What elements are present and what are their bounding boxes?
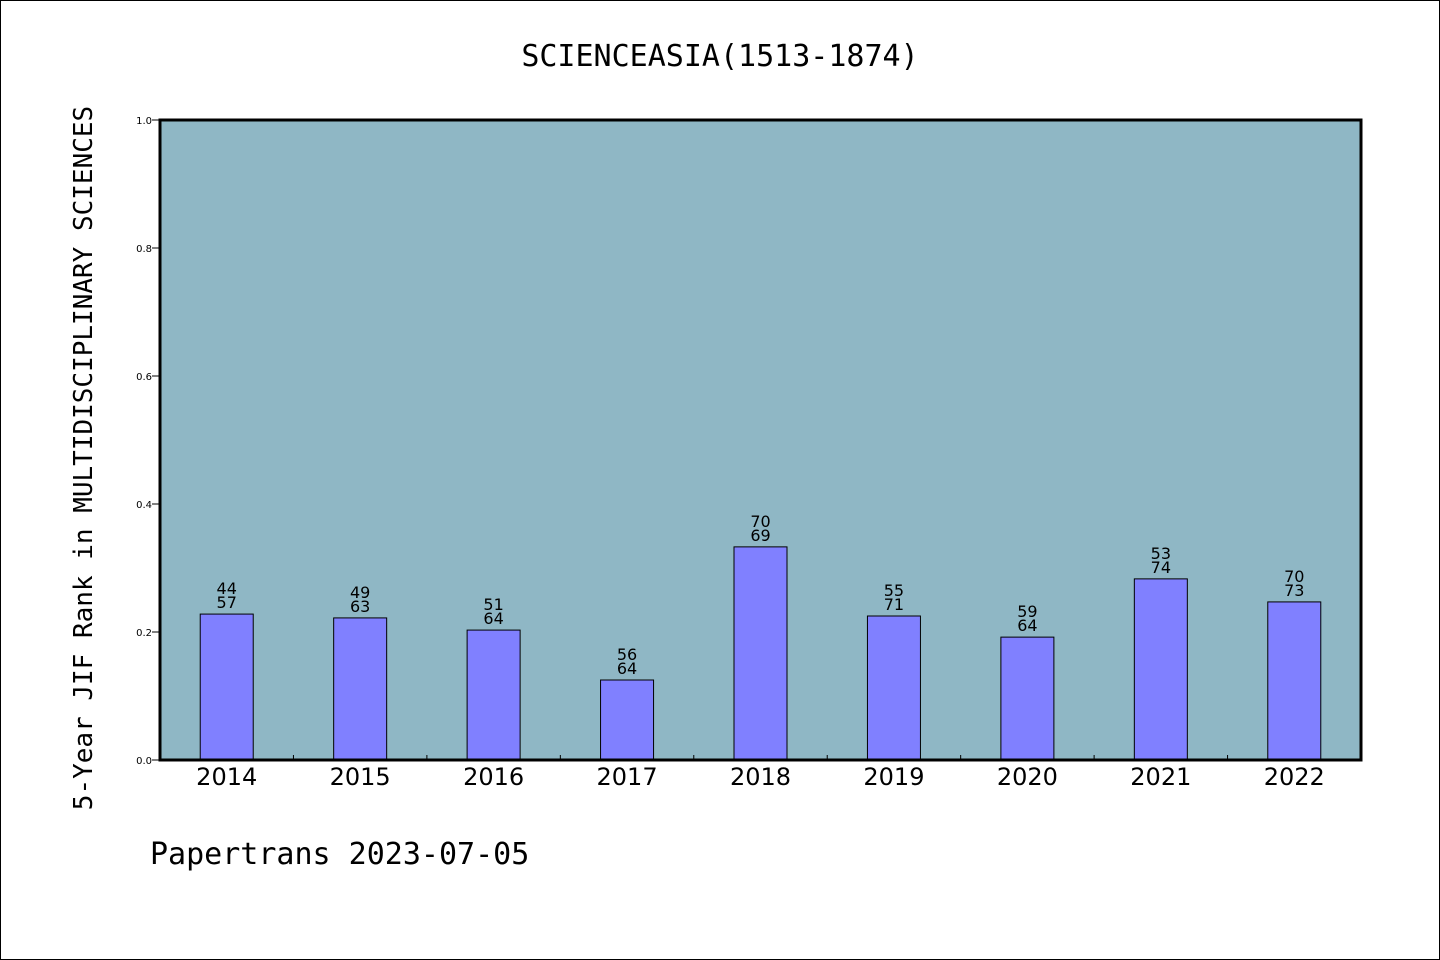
data-label-total: 64 <box>617 659 637 678</box>
data-label-total: 63 <box>350 597 370 616</box>
data-label-total: 69 <box>750 526 770 545</box>
x-tick-label: 2018 <box>730 763 791 791</box>
data-label-total: 64 <box>483 609 503 628</box>
y-tick-label: 0.8 <box>136 244 152 255</box>
x-tick-label: 2015 <box>330 763 391 791</box>
data-label-rank: 56 <box>617 645 637 664</box>
bar-2017 <box>600 679 655 761</box>
bar-2014 <box>199 613 254 761</box>
data-label-rank: 55 <box>884 581 904 600</box>
data-label-rank: 53 <box>1151 544 1171 563</box>
data-label-rank: 51 <box>483 595 503 614</box>
data-label-total: 64 <box>1017 616 1037 635</box>
x-axis-ticks: 2014 2015 2016 2017 2018 2019 2020 2021 2022 <box>196 755 1325 791</box>
data-label-rank: 70 <box>750 512 770 531</box>
y-tick-label: 0.2 <box>136 628 152 639</box>
bar-2018 <box>733 546 788 761</box>
bar-2021 <box>1133 578 1188 761</box>
bar-2015 <box>333 617 388 761</box>
x-tick-label: 2020 <box>997 763 1058 791</box>
data-label-rank: 49 <box>350 583 370 602</box>
data-label-total: 71 <box>884 595 904 614</box>
data-label-total: 57 <box>217 593 237 612</box>
data-label-total: 74 <box>1151 558 1171 577</box>
x-tick-label: 2016 <box>463 763 524 791</box>
chart-title: SCIENCEASIA(1513-1874) <box>521 39 918 74</box>
y-tick-label: 0.6 <box>136 372 152 383</box>
bar-2022 <box>1267 601 1322 761</box>
x-tick-label: 2017 <box>597 763 658 791</box>
bar-2016 <box>466 629 521 761</box>
data-label-rank: 44 <box>217 579 237 598</box>
data-label-rank: 70 <box>1284 567 1304 586</box>
x-tick-label: 2022 <box>1264 763 1325 791</box>
plot-border <box>158 118 1363 762</box>
x-tick-label: 2014 <box>196 763 257 791</box>
bar-2019 <box>866 615 921 761</box>
data-label-rank: 59 <box>1017 602 1037 621</box>
data-label-total: 73 <box>1284 581 1304 600</box>
x-tick-label: 2019 <box>863 763 924 791</box>
y-tick-label: 0.4 <box>136 500 152 511</box>
bar-2020 <box>1000 636 1055 761</box>
footer-text: Papertrans 2023-07-05 <box>150 837 529 872</box>
bars <box>199 546 1322 761</box>
y-axis-ticks: 0.0 0.2 0.4 0.6 0.8 1.0 <box>136 116 160 767</box>
y-tick-label: 1.0 <box>136 116 152 127</box>
y-tick-label: 0.0 <box>136 756 152 767</box>
y-axis-label: 5-Year JIF Rank in MULTIDISCIPLINARY SCI… <box>69 106 99 810</box>
x-tick-label: 2021 <box>1130 763 1191 791</box>
